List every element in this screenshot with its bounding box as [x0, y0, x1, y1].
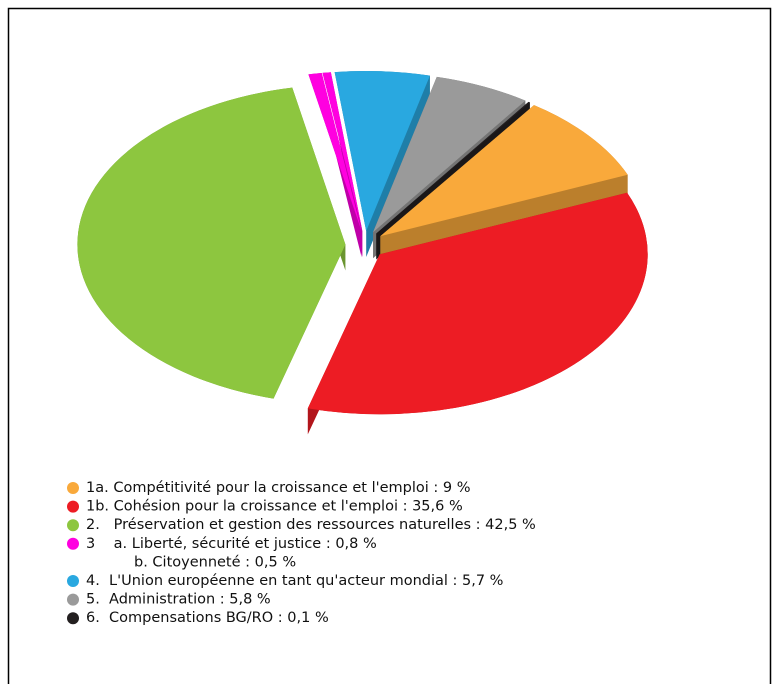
frame	[7, 7, 772, 684]
slice	[376, 101, 530, 234]
legend-label: 2. Préservation et gestion des ressource…	[86, 517, 536, 533]
slice	[322, 72, 363, 232]
legend-label: 5. Administration : 5,8 %	[86, 592, 271, 608]
legend-label: 1a. Compétitivité pour la croissance et …	[86, 480, 471, 496]
legend-marker	[67, 519, 79, 532]
slice	[307, 192, 648, 415]
legend-label: 1b. Cohésion pour la croissance et l'emp…	[86, 499, 463, 515]
slice	[334, 71, 430, 232]
legend-label: 4. L'Union européenne en tant qu'acteur …	[86, 573, 503, 589]
slice	[77, 87, 346, 399]
legend-label: b. Citoyenneté : 0,5 %	[134, 554, 296, 570]
legend-marker	[67, 482, 79, 494]
legend-marker	[67, 537, 79, 550]
slice	[373, 76, 526, 233]
legend-marker	[67, 593, 79, 606]
slice	[380, 105, 628, 237]
legend-marker	[67, 500, 79, 513]
legend-label: 3 a. Liberté, sécurité et justice : 0,8 …	[86, 536, 377, 552]
slice	[308, 72, 362, 232]
legend-label: 6. Compensations BG/RO : 0,1 %	[86, 610, 329, 626]
legend-marker	[67, 612, 79, 625]
legend-marker	[67, 575, 79, 587]
